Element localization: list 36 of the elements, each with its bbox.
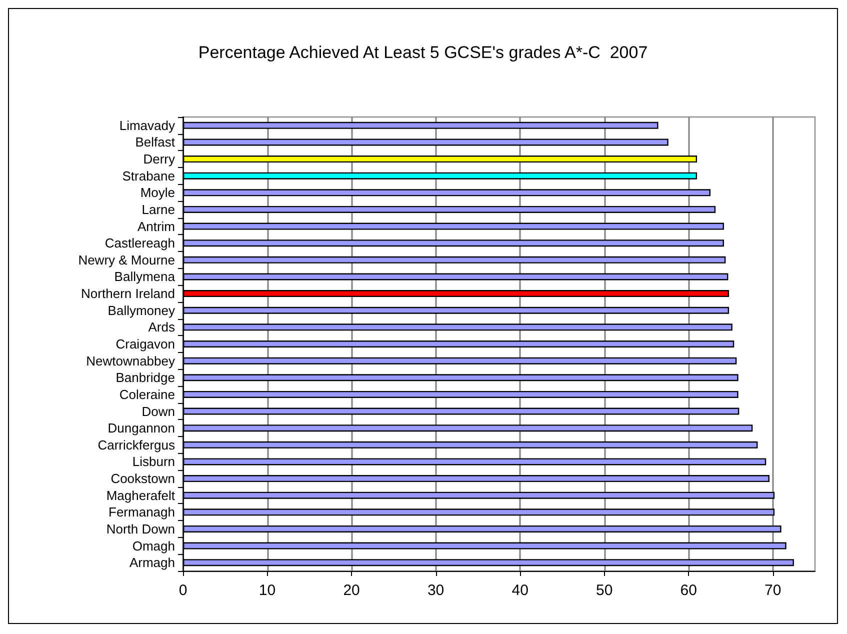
y-tick-label: Cookstown	[110, 471, 175, 486]
y-tick-label: Lisburn	[132, 454, 175, 470]
y-tick-label: Derry	[143, 152, 176, 167]
y-tick-label: Ards	[148, 320, 176, 335]
x-tick-label: 70	[764, 582, 782, 599]
y-tick-label: Moyle	[140, 185, 175, 200]
x-tick-label: 20	[343, 582, 360, 599]
y-tick-label: Ballymena	[114, 269, 176, 284]
y-tick-label: Castlereagh	[104, 236, 175, 251]
y-tick-label: Fermanagh	[108, 504, 175, 520]
y-tick-label: Armagh	[129, 555, 175, 570]
y-tick-label: Newry & Mourne	[78, 252, 175, 268]
y-tick-label: Larne	[142, 202, 175, 217]
y-tick-label: Banbridge	[116, 370, 175, 386]
y-tick-label: North Down	[106, 521, 175, 536]
y-tick-label: Craigavon	[116, 336, 175, 352]
x-tick-label: 0	[178, 582, 188, 599]
y-tick-label: Down	[142, 404, 175, 419]
y-tick-label: Antrim	[137, 218, 175, 234]
y-tick-label: Limavady	[119, 118, 176, 133]
x-tick-label: 40	[512, 582, 528, 599]
y-tick-label: Carrickfergus	[98, 437, 176, 452]
y-tick-label: Ballymoney	[108, 302, 176, 318]
y-tick-label: Coleraine	[119, 386, 175, 402]
x-tick-label: 50	[596, 582, 613, 599]
y-tick-label: Belfast	[135, 134, 176, 150]
x-tick-label: 10	[258, 582, 276, 599]
y-tick-label: Magherafelt	[106, 488, 176, 503]
chart-title: Percentage Achieved At Least 5 GCSE's grades A*-C 2007	[198, 43, 648, 62]
x-tick-label: 30	[427, 582, 444, 599]
y-tick-label: Northern Ireland	[81, 286, 175, 302]
y-tick-label: Strabane	[122, 168, 175, 184]
x-tick-label: 60	[680, 582, 697, 599]
y-tick-label: Dungannon	[108, 420, 175, 436]
y-tick-label: Omagh	[132, 538, 175, 554]
y-tick-label: Newtownabbey	[86, 353, 176, 368]
